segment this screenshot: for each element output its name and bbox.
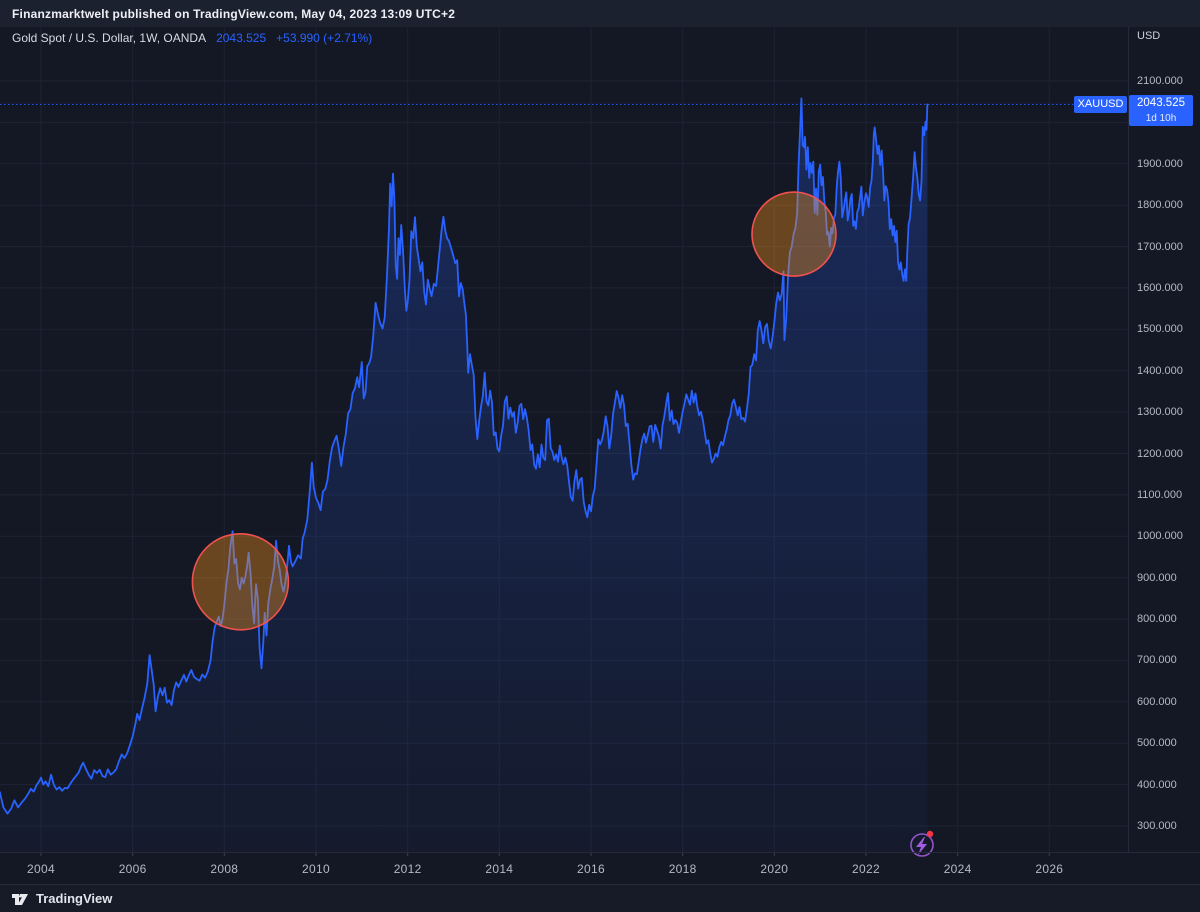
- price-axis-label: 1800.000: [1137, 199, 1183, 212]
- time-axis-label: 2022: [852, 862, 880, 876]
- symbol-title: Gold Spot / U.S. Dollar, 1W, OANDA: [12, 31, 207, 45]
- price-axis-label: 800.000: [1137, 613, 1177, 626]
- notification-dot: [926, 830, 934, 838]
- last-price: 2043.525: [216, 31, 267, 45]
- flash-icon-ring: [910, 833, 934, 857]
- flash-icon[interactable]: [910, 830, 934, 857]
- time-axis-label: 2020: [760, 862, 789, 876]
- price-axis-label: 600.000: [1137, 695, 1177, 708]
- price-chart: [0, 27, 1128, 857]
- symbol-header: Gold Spot / U.S. Dollar, 1W, OANDA 2043.…: [12, 31, 372, 45]
- highlight-circle-2020: [751, 191, 837, 277]
- time-axis-label: 2004: [27, 862, 55, 876]
- price-change: +53.990 (+2.71%): [276, 31, 373, 45]
- footer: TradingView: [0, 884, 1200, 912]
- time-axis-label: 2016: [577, 862, 605, 876]
- price-axis-label: 400.000: [1137, 778, 1177, 791]
- price-badge: 2043.525 1d 10h: [1129, 95, 1193, 126]
- currency-label: USD: [1137, 30, 1161, 42]
- time-axis-label: 2006: [118, 862, 147, 876]
- price-axis-label: 1900.000: [1137, 157, 1183, 170]
- publish-bar: Finanzmarktwelt published on TradingView…: [0, 0, 1200, 27]
- time-scale[interactable]: 2004 2006 2008 2010 2012 2014 2016 2018 2020 2022…: [0, 852, 1200, 885]
- price-badge-value: 2043.525: [1137, 97, 1185, 109]
- price-line: [0, 97, 929, 815]
- lightning-bolt-icon: [916, 837, 927, 855]
- time-axis-label: 2024: [943, 862, 972, 876]
- price-scale[interactable]: USD 2100.0002000.0001900.0001800.0001700…: [1128, 27, 1200, 852]
- tradingview-link[interactable]: TradingView: [11, 891, 112, 906]
- price-axis-label: 2100.000: [1137, 75, 1183, 87]
- price-axis-label: 1600.000: [1137, 281, 1183, 294]
- price-axis-label: 500.000: [1137, 737, 1177, 750]
- price-axis-label: 300.000: [1137, 820, 1177, 832]
- publish-text: Finanzmarktwelt published on TradingView…: [12, 6, 456, 21]
- highlight-circle-2008: [191, 532, 290, 631]
- price-axis-label: 1500.000: [1137, 323, 1183, 336]
- price-axis-label: 900.000: [1137, 571, 1177, 584]
- bar-countdown: 1d 10h: [1145, 113, 1177, 124]
- price-axis-label: 700.000: [1137, 654, 1177, 667]
- symbol-badge: XAUUSD: [1074, 96, 1127, 113]
- price-axis-label: 1200.000: [1137, 447, 1183, 460]
- price-axis-label: 1000.000: [1137, 530, 1183, 543]
- time-axis-label: 2012: [393, 862, 422, 876]
- time-axis-label: 2010: [302, 862, 330, 876]
- time-axis-label: 2014: [485, 862, 514, 876]
- price-axis-label: 1100.000: [1137, 488, 1183, 501]
- chart-canvas[interactable]: [0, 27, 1200, 884]
- tradingview-logo-icon: [12, 893, 28, 905]
- time-axis-label: 2008: [210, 862, 239, 876]
- area-fill: [0, 98, 928, 852]
- price-axis-label: 1700.000: [1137, 240, 1183, 253]
- price-axis-label: 1300.000: [1137, 406, 1183, 419]
- tradingview-brand-text: TradingView: [36, 891, 113, 906]
- price-axis-label: 1400.000: [1137, 364, 1183, 377]
- time-axis-label: 2018: [668, 862, 697, 876]
- time-axis-label: 2026: [1035, 862, 1064, 876]
